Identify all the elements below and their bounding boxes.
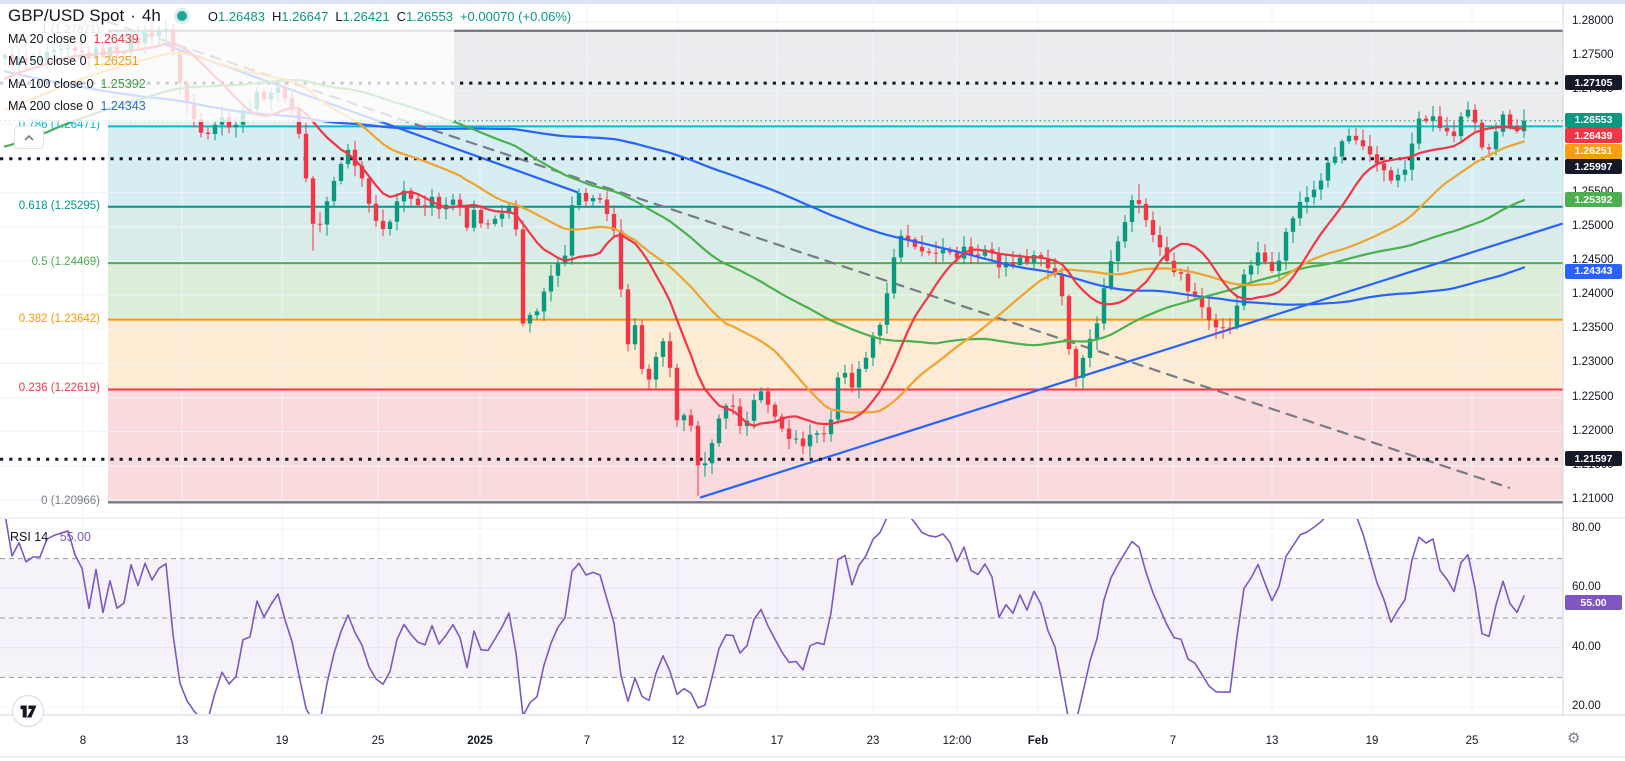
tradingview-logo[interactable] <box>11 694 45 728</box>
time-label-Feb[interactable]: Feb <box>1027 735 1049 747</box>
ohlc-value: 1.26647 <box>281 8 329 24</box>
time-label-2025[interactable]: 2025 <box>467 735 493 747</box>
ma-label: MA 50 close 0 <box>8 54 87 68</box>
ma-legend-row-3[interactable]: MA 100 close 0 1.25392 <box>8 77 571 94</box>
rsi-legend-row[interactable]: RSI 14 55.00 <box>10 530 91 544</box>
ma-value: 1.25392 <box>100 76 146 91</box>
ohlc-value: 1.26483 <box>217 8 265 24</box>
time-label-13[interactable]: 13 <box>1265 735 1279 747</box>
ma-legend-row-1[interactable]: MA 20 close 0 1.26439 <box>8 32 571 49</box>
ma-value: 1.26439 <box>93 31 139 46</box>
fib-label-0.618: 0.618 (1.25295) <box>18 199 100 212</box>
symbol-name[interactable]: GBP/USD Spot <box>8 6 125 25</box>
fib-label-0: 0 (1.20966) <box>41 495 100 508</box>
price-badge-1.25997: 1.25997 <box>1565 159 1622 175</box>
time-label-12[interactable]: 12 <box>671 735 685 747</box>
title-separator: · <box>130 6 136 25</box>
price-badge-1.27105: 1.27105 <box>1565 75 1622 91</box>
price-badge-1.26439: 1.26439 <box>1565 128 1622 144</box>
price-badge-1.25392: 1.25392 <box>1565 192 1622 208</box>
time-label-17[interactable]: 17 <box>770 735 784 747</box>
ohlc-key: L <box>335 8 343 24</box>
ohlc-values: O1.26483 H1.26647 L1.26421 C1.26553 +0.00070… <box>201 9 571 24</box>
rsi-badge: 55.00 <box>1565 595 1622 611</box>
time-label-25[interactable]: 25 <box>371 735 385 747</box>
time-label-12:00[interactable]: 12:00 <box>942 735 972 747</box>
collapse-legend-button[interactable] <box>14 126 44 149</box>
ma-value: 1.24343 <box>100 99 146 113</box>
time-label-25[interactable]: 25 <box>1465 735 1479 747</box>
price-change: +0.00070 (+0.06%) <box>459 8 572 24</box>
price-tick: 1.22000 <box>1572 424 1614 437</box>
fib-label-0.382: 0.382 (1.23642) <box>18 312 100 325</box>
time-label-7[interactable]: 7 <box>583 735 591 747</box>
gear-icon[interactable]: ⚙ <box>1567 730 1581 747</box>
ohlc-value: 1.26553 <box>405 8 453 24</box>
price-badge-1.24343: 1.24343 <box>1565 263 1622 279</box>
chart-legend: GBP/USD Spot · 4h O1.26483 H1.26647 L1.26421… <box>8 6 571 116</box>
rsi-tick: 80.00 <box>1572 522 1601 534</box>
rsi-tick: 40.00 <box>1572 640 1601 653</box>
ma-legend-row-2[interactable]: MA 50 close 0 1.26251 <box>8 54 571 71</box>
rsi-line <box>4 519 1525 714</box>
price-badge-1.26251: 1.26251 <box>1565 143 1622 159</box>
fib-label-0.236: 0.236 (1.22619) <box>18 382 100 395</box>
price-tick: 1.24000 <box>1572 288 1614 301</box>
price-tick: 1.24500 <box>1572 254 1614 266</box>
interval-label[interactable]: 4h <box>141 6 161 25</box>
chevron-up-icon <box>24 134 34 141</box>
price-tick: 1.27500 <box>1572 49 1614 62</box>
time-label-23[interactable]: 23 <box>866 735 880 747</box>
price-tick: 1.21000 <box>1572 493 1614 505</box>
legend-background <box>0 4 454 122</box>
top-strip <box>0 0 1625 4</box>
symbol-title-row[interactable]: GBP/USD Spot · 4h O1.26483 H1.26647 L1.26421… <box>8 6 571 26</box>
time-label-19[interactable]: 19 <box>1365 735 1379 747</box>
time-label-7[interactable]: 7 <box>1169 735 1177 747</box>
price-badge-1.26553: 1.26553 <box>1565 112 1622 128</box>
market-status-icon <box>176 11 187 21</box>
price-tick: 1.23000 <box>1572 356 1614 369</box>
price-tick: 1.22500 <box>1572 390 1614 403</box>
ma-legend-rows: MA 20 close 0 1.26439 MA 50 close 0 1.26251… <box>8 32 571 117</box>
rsi-tick: 60.00 <box>1572 581 1601 594</box>
separators <box>0 4 1625 758</box>
time-label-19[interactable]: 19 <box>275 735 289 747</box>
ohlc-key: C <box>396 8 406 24</box>
price-tick: 1.28000 <box>1572 15 1614 27</box>
ma-label: MA 100 close 0 <box>8 76 94 91</box>
ma-value: 1.26251 <box>93 54 139 68</box>
ma-label: MA 20 close 0 <box>8 31 87 46</box>
rsi-value: 55.00 <box>59 530 91 544</box>
rsi-tick: 20.00 <box>1572 700 1601 712</box>
rsi-indicator-label: RSI 14 <box>10 530 49 544</box>
time-label-8[interactable]: 8 <box>79 735 87 747</box>
gridlines <box>0 5 1563 715</box>
ohlc-key: O <box>207 8 218 24</box>
price-tick: 1.23500 <box>1572 322 1614 335</box>
ma-legend-row-4[interactable]: MA 200 close 0 1.24343 <box>8 99 571 116</box>
rsi-pane <box>0 558 1563 678</box>
price-badge-1.21597: 1.21597 <box>1565 451 1622 467</box>
fib-label-0.5: 0.5 (1.24469) <box>31 256 100 269</box>
ohlc-value: 1.26421 <box>342 8 390 24</box>
ma-label: MA 200 close 0 <box>8 99 94 113</box>
ohlc-key: H <box>271 8 282 24</box>
time-label-13[interactable]: 13 <box>175 735 189 747</box>
fib-bands <box>108 30 1563 503</box>
price-tick: 1.25000 <box>1572 219 1614 232</box>
fib-lines <box>108 29 1563 504</box>
